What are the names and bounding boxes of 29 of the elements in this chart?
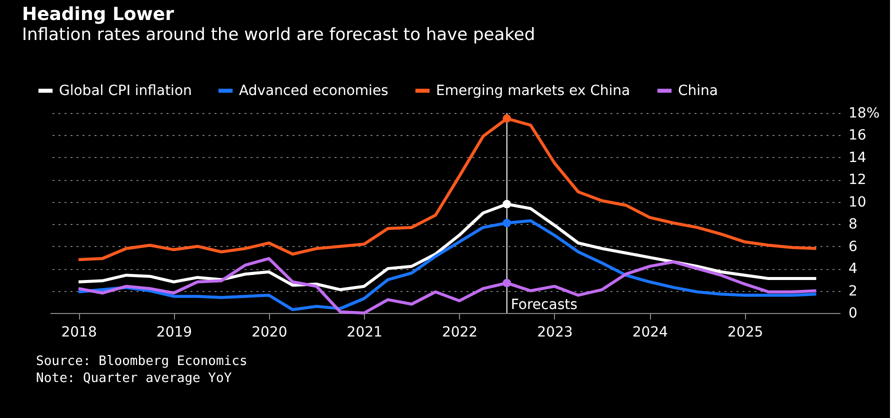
- y-tick-label: 10: [848, 194, 866, 210]
- legend-label: Global CPI inflation: [59, 82, 192, 99]
- y-tick-label: 8: [848, 216, 858, 233]
- y-tick-label: 14: [848, 150, 866, 166]
- legend-label: Emerging markets ex China: [436, 82, 630, 99]
- chart-subtitle: Inflation rates around the world are forecast to have peaked: [22, 25, 536, 45]
- chart-title: Heading Lower: [22, 4, 174, 25]
- y-tick-label: 2: [848, 283, 858, 300]
- y-tick-label: 0: [848, 306, 858, 322]
- x-tick-label: 2022: [442, 324, 478, 340]
- line-series: [77, 218, 818, 312]
- line-series: [77, 257, 818, 314]
- y-tick-label: 16: [848, 128, 866, 144]
- y-tick-label: 6: [848, 238, 858, 255]
- legend-label: China: [678, 82, 718, 99]
- source-note: Source: Bloomberg Economics: [36, 354, 248, 369]
- y-tick-label: 12: [848, 172, 866, 188]
- y-tick-label: 18%: [848, 106, 880, 122]
- x-tick-label: 2024: [632, 324, 668, 340]
- x-tick-label: 2019: [156, 324, 192, 340]
- x-tick-label: 2020: [252, 324, 288, 340]
- x-tick-label: 2023: [537, 324, 573, 340]
- text: Note: Quarter average YoY: [36, 371, 232, 386]
- legend-label: Advanced economies: [239, 82, 388, 99]
- ref-line-label: Forecasts: [510, 297, 578, 313]
- x-tick-label: 2021: [346, 324, 382, 340]
- x-tick-label: 2018: [61, 324, 97, 340]
- y-tick-label: 4: [848, 261, 858, 278]
- x-tick-label: 2025: [728, 324, 764, 340]
